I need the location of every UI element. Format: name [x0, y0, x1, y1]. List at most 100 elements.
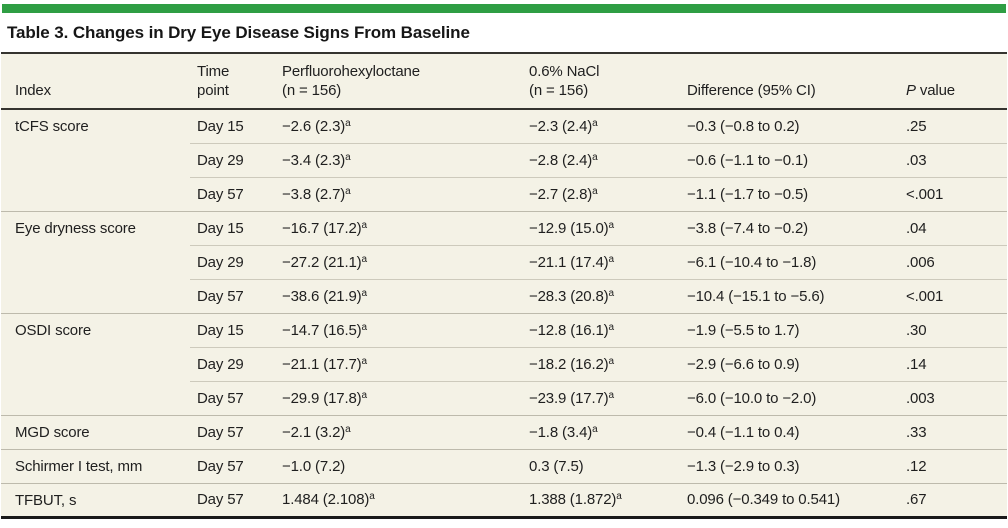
cell-p-value: .04: [897, 210, 1007, 245]
cell-p-value: <.001: [897, 176, 1007, 211]
footnote-marker: a: [361, 219, 368, 231]
table-row: Day 57 −29.9 (17.8)a −23.9 (17.7)a −6.0 (−1…: [1, 380, 1007, 415]
accent-bar: [2, 4, 1006, 13]
footnote-marker: a: [608, 389, 615, 401]
cell-difference: −0.3 (−0.8 to 0.2): [679, 109, 897, 143]
cell-difference: −3.8 (−7.4 to −0.2): [679, 210, 897, 245]
footnote-marker: a: [345, 117, 351, 129]
cell-difference: −0.6 (−1.1 to −0.1): [679, 142, 897, 177]
table-title: Table 3. Changes in Dry Eye Disease Sign…: [7, 23, 470, 42]
table-row: Day 57 −38.6 (21.9)a −28.3 (20.8)a −10.4 (−…: [1, 278, 1007, 313]
footnote-marker: a: [345, 151, 351, 163]
cell-time-point: Day 57: [190, 482, 275, 519]
cell-p-value: .03: [897, 142, 1007, 177]
cell-perfluorohexyloctane: 1.484 (2.108)a: [275, 482, 521, 519]
footnote-marker: a: [361, 287, 368, 299]
row-header-index: Eye dryness score: [1, 210, 190, 313]
table-row: Eye dryness score Day 15 −16.7 (17.2)a −12.…: [1, 210, 1007, 313]
table-row: Day 29 −27.2 (21.1)a −21.1 (17.4)a −6.1 (−1…: [1, 244, 1007, 279]
table-body: tCFS score Day 15 −2.6 (2.3)a −2.3 (2.4)a −0…: [1, 109, 1007, 519]
cell-nacl: −12.9 (15.0)a: [521, 210, 679, 245]
cell-perfluorohexyloctane: −27.2 (21.1)a: [275, 244, 521, 279]
footnote-marker: a: [608, 355, 615, 367]
cell-difference: −0.4 (−1.1 to 0.4): [679, 414, 897, 449]
table-row: Day 29 −3.4 (2.3)a −2.8 (2.4)a −0.6 (−1.1 t…: [1, 142, 1007, 177]
cell-time-point: Day 57: [190, 448, 275, 483]
footnote-marker: a: [592, 151, 598, 163]
footnote-marker: a: [608, 219, 615, 231]
footnote-marker: a: [361, 253, 368, 265]
column-header-time-point: Time point: [190, 53, 275, 110]
cell-nacl: −12.8 (16.1)a: [521, 312, 679, 347]
footnote-marker: a: [616, 491, 622, 502]
column-header-difference: Difference (95% CI): [679, 53, 897, 110]
header-row: Index Time point Perfluorohexyloctane (n = 1…: [1, 53, 1007, 110]
footnote-marker: a: [345, 423, 351, 435]
footnote-marker: a: [345, 185, 351, 197]
footnote-marker: a: [592, 185, 598, 197]
data-table: Index Time point Perfluorohexyloctane (n = 1…: [1, 52, 1007, 519]
column-header-index: Index: [1, 53, 190, 110]
cell-time-point: Day 29: [190, 346, 275, 381]
cell-difference: −1.3 (−2.9 to 0.3): [679, 448, 897, 483]
footnote-marker: a: [608, 253, 615, 265]
footnote-marker: a: [608, 287, 615, 299]
cell-time-point: Day 29: [190, 244, 275, 279]
cell-perfluorohexyloctane: −21.1 (17.7)a: [275, 346, 521, 381]
cell-time-point: Day 29: [190, 142, 275, 177]
cell-nacl: −2.3 (2.4)a: [521, 109, 679, 143]
column-header-p-value: P value: [897, 53, 1007, 110]
cell-time-point: Day 15: [190, 210, 275, 245]
footnote-marker: a: [361, 355, 368, 367]
cell-nacl: −28.3 (20.8)a: [521, 278, 679, 313]
footnote-marker: a: [361, 321, 368, 333]
cell-nacl: −2.7 (2.8)a: [521, 176, 679, 211]
column-header-nacl: 0.6% NaCl (n = 156): [521, 53, 679, 110]
cell-difference: 0.096 (−0.349 to 0.541): [679, 482, 897, 519]
cell-difference: −10.4 (−15.1 to −5.6): [679, 278, 897, 313]
cell-difference: −6.0 (−10.0 to −2.0): [679, 380, 897, 415]
row-header-index: OSDI score: [1, 312, 190, 415]
row-header-index: Schirmer I test, mm: [1, 448, 190, 483]
cell-perfluorohexyloctane: −1.0 (7.2): [275, 448, 521, 483]
cell-perfluorohexyloctane: −3.4 (2.3)a: [275, 142, 521, 177]
cell-difference: −6.1 (−10.4 to −1.8): [679, 244, 897, 279]
cell-perfluorohexyloctane: −38.6 (21.9)a: [275, 278, 521, 313]
footnote-marker: a: [592, 423, 598, 435]
cell-p-value: .30: [897, 312, 1007, 347]
cell-p-value: .003: [897, 380, 1007, 415]
cell-p-value: .67: [897, 482, 1007, 519]
cell-p-value: .12: [897, 448, 1007, 483]
table-row: Day 29 −21.1 (17.7)a −18.2 (16.2)a −2.9 (−6…: [1, 346, 1007, 381]
table-row: tCFS score Day 15 −2.6 (2.3)a −2.3 (2.4)a −0…: [1, 109, 1007, 211]
cell-time-point: Day 57: [190, 414, 275, 449]
cell-time-point: Day 57: [190, 176, 275, 211]
cell-p-value: <.001: [897, 278, 1007, 313]
cell-difference: −1.9 (−5.5 to 1.7): [679, 312, 897, 347]
row-header-index: tCFS score: [1, 109, 190, 211]
cell-p-value: .33: [897, 414, 1007, 449]
row-header-index: MGD score: [1, 414, 190, 449]
cell-difference: −2.9 (−6.6 to 0.9): [679, 346, 897, 381]
table-row: OSDI score Day 15 −14.7 (16.5)a −12.8 (16.1…: [1, 312, 1007, 415]
table-row: Schirmer I test, mm Day 57 −1.0 (7.2) 0.3 (…: [1, 448, 1007, 483]
table-row: MGD score Day 57 −2.1 (3.2)a −1.8 (3.4)a −0.…: [1, 414, 1007, 449]
table-row: Day 57 −3.8 (2.7)a −2.7 (2.8)a −1.1 (−1.7 t…: [1, 176, 1007, 211]
cell-p-value: .14: [897, 346, 1007, 381]
cell-time-point: Day 15: [190, 312, 275, 347]
footnote-marker: a: [361, 389, 368, 401]
cell-perfluorohexyloctane: −16.7 (17.2)a: [275, 210, 521, 245]
cell-time-point: Day 57: [190, 278, 275, 313]
cell-nacl: 0.3 (7.5): [521, 448, 679, 483]
row-header-index: TFBUT, s: [1, 482, 190, 519]
cell-nacl: −2.8 (2.4)a: [521, 142, 679, 177]
cell-nacl: 1.388 (1.872)a: [521, 482, 679, 519]
footnote-marker: a: [369, 491, 375, 502]
table-header: Index Time point Perfluorohexyloctane (n = 1…: [1, 53, 1007, 110]
table-row: TFBUT, s Day 57 1.484 (2.108)a 1.388 (1.872…: [1, 482, 1007, 519]
cell-nacl: −1.8 (3.4)a: [521, 414, 679, 449]
cell-perfluorohexyloctane: −3.8 (2.7)a: [275, 176, 521, 211]
footnote-marker: a: [608, 321, 615, 333]
cell-p-value: .25: [897, 109, 1007, 143]
cell-perfluorohexyloctane: −29.9 (17.8)a: [275, 380, 521, 415]
